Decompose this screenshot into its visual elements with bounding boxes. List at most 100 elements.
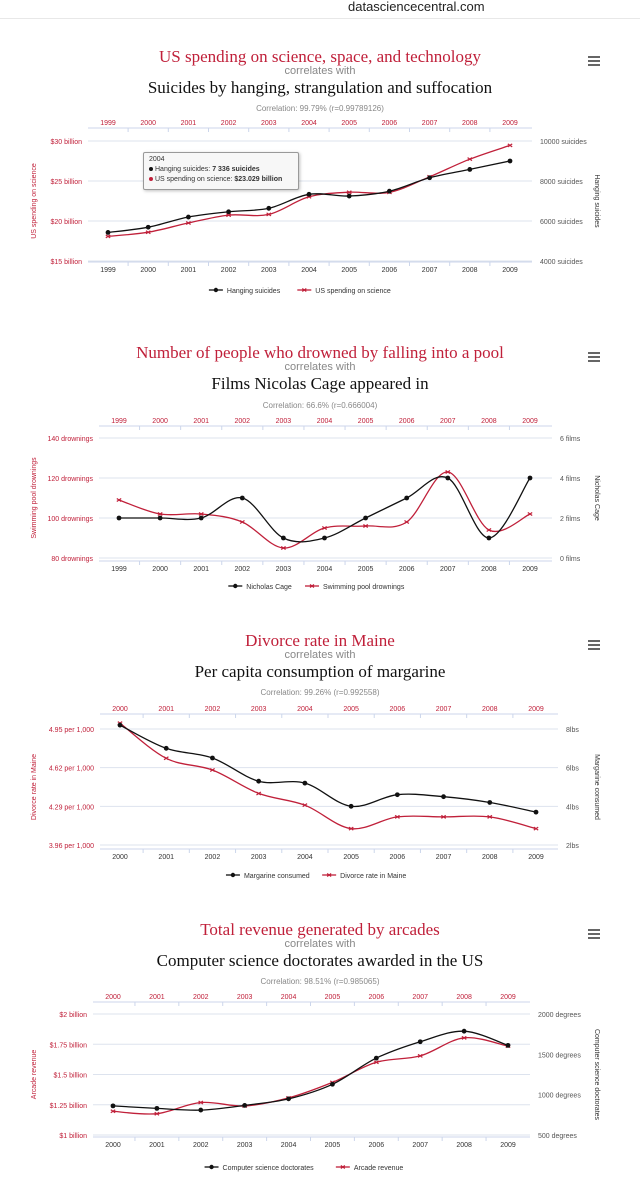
bottom-x-tick-label: 2007 bbox=[422, 267, 438, 274]
top-x-tick-label: 2009 bbox=[528, 706, 544, 713]
chart-2-correlates-with: correlates with bbox=[284, 361, 356, 373]
tooltip-line-2-value: $23.029 billion bbox=[234, 176, 283, 183]
chart-3-title: Divorce rate in Maine bbox=[245, 631, 395, 650]
data-point-divorce-rate-in-maine bbox=[302, 803, 308, 808]
right-tick-label: 1500 degrees bbox=[538, 1052, 581, 1059]
right-tick-label: 8lbs bbox=[566, 727, 579, 734]
legend-label-margarine-consumed: Margarine consumed bbox=[244, 873, 310, 880]
data-point-us-spending-on-science bbox=[467, 157, 473, 162]
chart-3-menu-icon[interactable] bbox=[588, 640, 600, 650]
data-point-margarine-consumed bbox=[302, 780, 308, 786]
left-tick-label: 4.95 per 1,000 bbox=[49, 727, 94, 734]
data-point-computer-science-doctorates bbox=[110, 1103, 116, 1109]
top-x-tick-label: 2008 bbox=[462, 120, 478, 127]
data-point-swimming-pool-drownings bbox=[404, 520, 410, 524]
top-x-tick-label: 2007 bbox=[436, 706, 452, 713]
bottom-x-tick-label: 2003 bbox=[251, 854, 267, 861]
top-x-tick-label: 2007 bbox=[440, 418, 456, 425]
chart-1-menu-icon[interactable] bbox=[588, 56, 600, 66]
tooltip-line-1-label: Hanging suicides: bbox=[155, 166, 213, 173]
top-x-tick-label: 2002 bbox=[205, 706, 221, 713]
bottom-x-tick-label: 2000 bbox=[112, 854, 128, 861]
legend-marker-divorce-rate-in-maine bbox=[326, 873, 332, 877]
left-tick-label: 3.96 per 1,000 bbox=[49, 843, 94, 850]
chart-1-correlation: Correlation: 99.79% (r=0.99789126) bbox=[256, 104, 384, 113]
right-axis-title: Margarine consumed bbox=[593, 754, 600, 820]
bottom-x-tick-label: 1999 bbox=[100, 267, 116, 274]
left-axis-title: Swimming pool drownings bbox=[31, 457, 38, 539]
bottom-x-tick-label: 2009 bbox=[502, 267, 518, 274]
chart-2-menu-icon[interactable] bbox=[588, 352, 600, 362]
data-point-divorce-rate-in-maine bbox=[441, 814, 447, 819]
top-x-tick-label: 2004 bbox=[281, 994, 297, 1001]
data-point-us-spending-on-science bbox=[185, 220, 191, 225]
right-tick-label: 8000 suicides bbox=[540, 179, 583, 186]
left-tick-label: 80 drownings bbox=[51, 556, 93, 563]
data-point-us-spending-on-science bbox=[105, 234, 111, 239]
top-x-tick-label: 2009 bbox=[522, 418, 538, 425]
bottom-x-tick-label: 2002 bbox=[193, 1142, 209, 1149]
data-point-us-spending-on-science bbox=[507, 143, 513, 148]
left-tick-label: 4.29 per 1,000 bbox=[49, 804, 94, 811]
bottom-x-tick-label: 2004 bbox=[317, 566, 333, 573]
data-point-swimming-pool-drownings bbox=[198, 512, 204, 516]
data-point-swimming-pool-drownings bbox=[527, 512, 533, 516]
data-point-nicholas-cage bbox=[404, 495, 410, 501]
chart-2-correlation: Correlation: 66.6% (r=0.666004) bbox=[262, 401, 378, 410]
data-point-swimming-pool-drownings bbox=[363, 524, 369, 528]
bottom-x-tick-label: 2007 bbox=[436, 854, 452, 861]
bottom-x-tick-label: 2005 bbox=[325, 1142, 341, 1149]
black-dot-icon bbox=[149, 167, 153, 172]
top-x-tick-label: 2005 bbox=[343, 706, 359, 713]
top-divider bbox=[0, 18, 640, 19]
left-axis-title: Arcade revenue bbox=[31, 1050, 38, 1100]
top-x-tick-label: 1999 bbox=[111, 418, 127, 425]
chart-1-tooltip: 2004 Hanging suicides: 7 336 suicides US… bbox=[143, 152, 299, 190]
data-point-swimming-pool-drownings bbox=[280, 546, 286, 550]
bottom-x-tick-label: 2002 bbox=[235, 566, 251, 573]
site-url[interactable]: datasciencecentral.com bbox=[348, 0, 485, 14]
data-point-nicholas-cage bbox=[157, 515, 163, 521]
data-point-margarine-consumed bbox=[163, 745, 169, 751]
data-point-swimming-pool-drownings bbox=[486, 528, 492, 532]
data-point-us-spending-on-science bbox=[346, 190, 352, 195]
chart-2-title: Number of people who drowned by falling … bbox=[136, 343, 504, 362]
legend-marker-margarine-consumed bbox=[230, 872, 236, 878]
top-x-tick-label: 2005 bbox=[341, 120, 357, 127]
data-point-hanging-suicides bbox=[427, 175, 432, 181]
chart-2-plot: 80 drownings 100 drownings 120 drownings 14… bbox=[31, 418, 600, 591]
top-x-tick-label: 2009 bbox=[500, 994, 516, 1001]
top-x-tick-label: 2005 bbox=[358, 418, 374, 425]
data-point-nicholas-cage bbox=[116, 515, 122, 521]
data-point-swimming-pool-drownings bbox=[321, 526, 328, 530]
chart-3-correlation: Correlation: 99.26% (r=0.992558) bbox=[260, 688, 380, 697]
data-point-hanging-suicides bbox=[226, 209, 232, 215]
legend-label-hanging-suicides: Hanging suicides bbox=[227, 288, 281, 295]
chart-4-menu-icon[interactable] bbox=[588, 929, 600, 939]
bottom-x-tick-label: 2001 bbox=[149, 1142, 165, 1149]
left-tick-label: $1.75 billion bbox=[50, 1042, 87, 1049]
data-point-hanging-suicides bbox=[105, 230, 111, 235]
left-tick-label: $25 billion bbox=[50, 179, 82, 186]
data-point-hanging-suicides bbox=[346, 193, 352, 199]
top-x-tick-label: 2005 bbox=[325, 994, 341, 1001]
top-x-tick-label: 2004 bbox=[297, 706, 313, 713]
right-tick-label: 6 films bbox=[560, 436, 581, 443]
left-tick-label: $1.25 billion bbox=[50, 1103, 87, 1110]
top-x-tick-label: 2000 bbox=[152, 418, 168, 425]
tooltip-line-2-label: US spending on science: bbox=[155, 176, 235, 183]
top-x-tick-label: 2002 bbox=[193, 994, 209, 1001]
bottom-x-tick-label: 2006 bbox=[369, 1142, 385, 1149]
data-point-hanging-suicides bbox=[467, 167, 473, 172]
bottom-x-tick-label: 2008 bbox=[456, 1142, 472, 1149]
data-point-arcade-revenue bbox=[198, 1100, 204, 1105]
data-point-margarine-consumed bbox=[117, 722, 123, 728]
data-point-swimming-pool-drownings bbox=[239, 520, 245, 524]
right-tick-label: 4lbs bbox=[566, 804, 579, 811]
data-point-arcade-revenue bbox=[461, 1035, 467, 1040]
top-x-tick-label: 2007 bbox=[412, 994, 428, 1001]
tooltip-line-1: Hanging suicides: 7 336 suicides bbox=[149, 166, 260, 173]
bottom-x-tick-label: 2000 bbox=[105, 1142, 121, 1149]
chart-3-correlates-with: correlates with bbox=[284, 649, 356, 661]
bottom-x-tick-label: 2009 bbox=[528, 854, 544, 861]
